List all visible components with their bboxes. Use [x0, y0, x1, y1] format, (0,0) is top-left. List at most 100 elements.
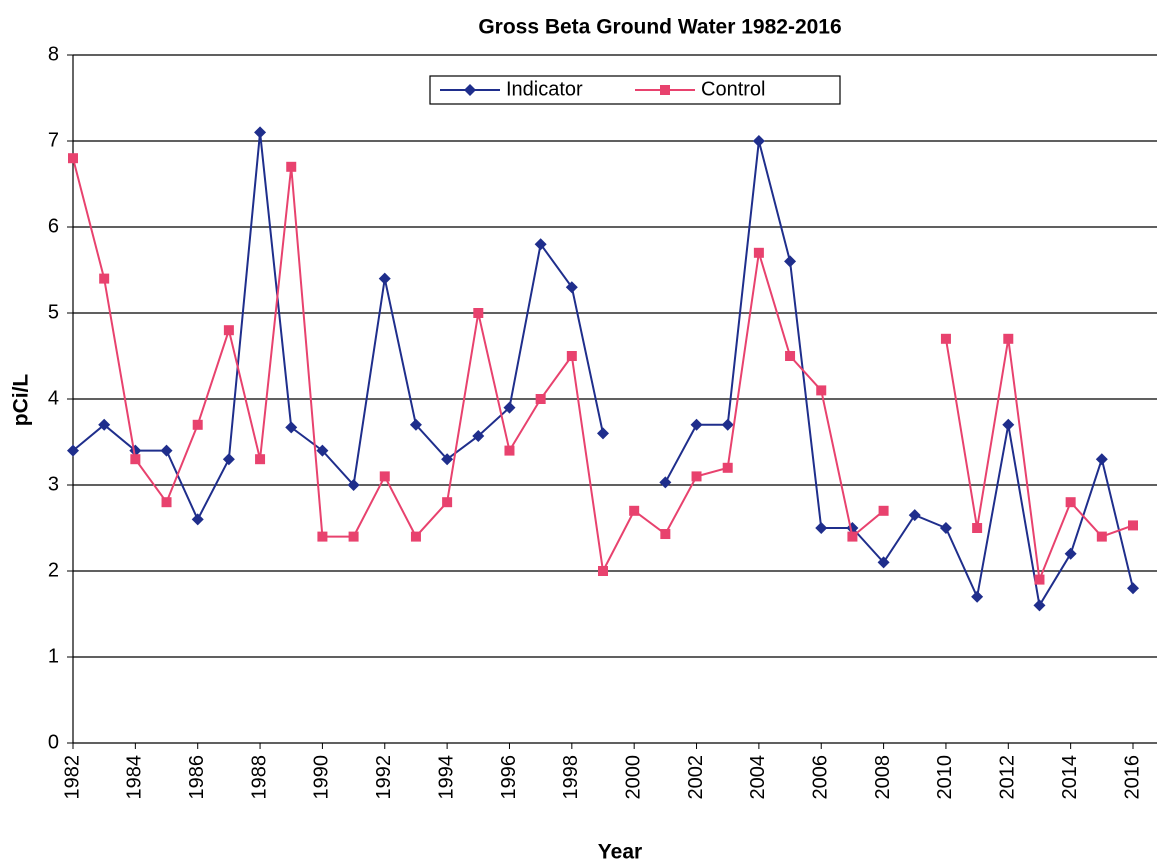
- data-point: [286, 161, 297, 172]
- data-point: [1033, 599, 1046, 612]
- data-point: [161, 497, 172, 508]
- data-point: [378, 272, 391, 285]
- legend-marker: [660, 85, 670, 95]
- data-point: [566, 351, 577, 361]
- data-point: [1064, 547, 1077, 560]
- data-point: [972, 523, 983, 533]
- data-point: [659, 476, 672, 489]
- data-point: [1003, 333, 1014, 344]
- data-point: [1096, 531, 1107, 542]
- data-point: [784, 255, 797, 268]
- data-point: [1127, 582, 1139, 595]
- y-tick-label: 1: [48, 645, 59, 667]
- legend-marker: [464, 84, 476, 96]
- series-line: [664, 140, 1134, 609]
- y-tick-label: 3: [48, 473, 59, 495]
- legend-label: Control: [701, 78, 765, 100]
- data-point: [691, 471, 702, 482]
- data-point: [316, 444, 329, 457]
- x-tick-label: 2008: [872, 755, 894, 800]
- data-point: [254, 126, 267, 139]
- data-point: [753, 247, 764, 258]
- x-axis-label: Year: [598, 841, 642, 864]
- data-point: [442, 497, 453, 508]
- data-point: [160, 444, 173, 457]
- data-point: [1002, 418, 1015, 431]
- x-tick-label: 1984: [124, 755, 146, 800]
- data-point: [348, 531, 359, 542]
- data-point: [535, 394, 546, 404]
- data-point: [255, 454, 266, 465]
- legend-label: Indicator: [506, 78, 583, 100]
- x-tick-label: 1982: [61, 755, 83, 800]
- x-tick-label: 2000: [622, 755, 644, 800]
- x-tick-label: 1998: [560, 755, 582, 800]
- data-point: [1065, 497, 1076, 508]
- data-point: [223, 325, 234, 336]
- data-point: [534, 238, 547, 251]
- y-tick-label: 8: [48, 43, 59, 65]
- data-point: [67, 444, 79, 457]
- data-point: [940, 333, 951, 344]
- data-point: [130, 454, 141, 465]
- x-tick-label: 1996: [498, 755, 520, 800]
- data-point: [597, 427, 609, 440]
- data-point: [816, 385, 827, 396]
- data-point: [877, 556, 890, 569]
- data-point: [598, 566, 608, 576]
- data-point: [722, 462, 733, 473]
- chart-title: Gross Beta Ground Water 1982-2016: [478, 16, 841, 39]
- data-point: [192, 419, 203, 430]
- data-point: [317, 531, 328, 542]
- data-point: [379, 471, 390, 482]
- data-point: [660, 529, 671, 540]
- data-point: [1034, 574, 1045, 585]
- y-tick-label: 6: [48, 215, 59, 237]
- series-line: [72, 157, 885, 575]
- x-tick-label: 2014: [1059, 755, 1081, 800]
- data-point: [908, 509, 921, 522]
- data-point: [1095, 453, 1108, 466]
- y-tick-label: 5: [48, 301, 59, 323]
- data-point: [815, 522, 828, 534]
- data-point: [939, 522, 952, 534]
- data-point: [847, 531, 858, 542]
- data-point: [68, 153, 78, 164]
- y-tick-label: 7: [48, 129, 59, 151]
- data-point: [472, 429, 485, 442]
- data-point: [878, 505, 889, 516]
- series-line: [72, 132, 604, 522]
- x-tick-label: 1986: [186, 755, 208, 800]
- x-tick-label: 1990: [311, 755, 333, 800]
- x-tick-label: 1992: [373, 755, 395, 800]
- x-tick-label: 1994: [435, 755, 457, 800]
- x-tick-label: 1988: [248, 755, 270, 800]
- data-point: [565, 281, 578, 294]
- data-point: [222, 453, 235, 466]
- data-point: [503, 401, 516, 414]
- data-point: [1128, 520, 1138, 531]
- y-tick-label: 0: [48, 731, 59, 753]
- x-tick-label: 2006: [810, 755, 832, 800]
- data-point: [410, 531, 421, 542]
- x-tick-label: 2002: [685, 755, 707, 800]
- data-point: [409, 418, 422, 431]
- x-tick-label: 2004: [747, 755, 769, 800]
- data-point: [99, 273, 110, 284]
- data-point: [473, 308, 484, 318]
- x-tick-label: 2016: [1121, 755, 1143, 800]
- y-tick-label: 4: [48, 387, 59, 409]
- x-tick-label: 2012: [997, 755, 1019, 800]
- data-point: [629, 505, 640, 516]
- data-point: [347, 479, 360, 491]
- data-point: [504, 445, 515, 456]
- data-point: [98, 418, 111, 431]
- data-point: [721, 418, 734, 431]
- data-point: [785, 351, 796, 361]
- data-point: [441, 453, 454, 466]
- x-tick-label: 2010: [934, 755, 956, 800]
- y-axis-label: pCi/L: [10, 374, 33, 427]
- y-tick-label: 2: [48, 559, 59, 581]
- data-point: [971, 590, 984, 603]
